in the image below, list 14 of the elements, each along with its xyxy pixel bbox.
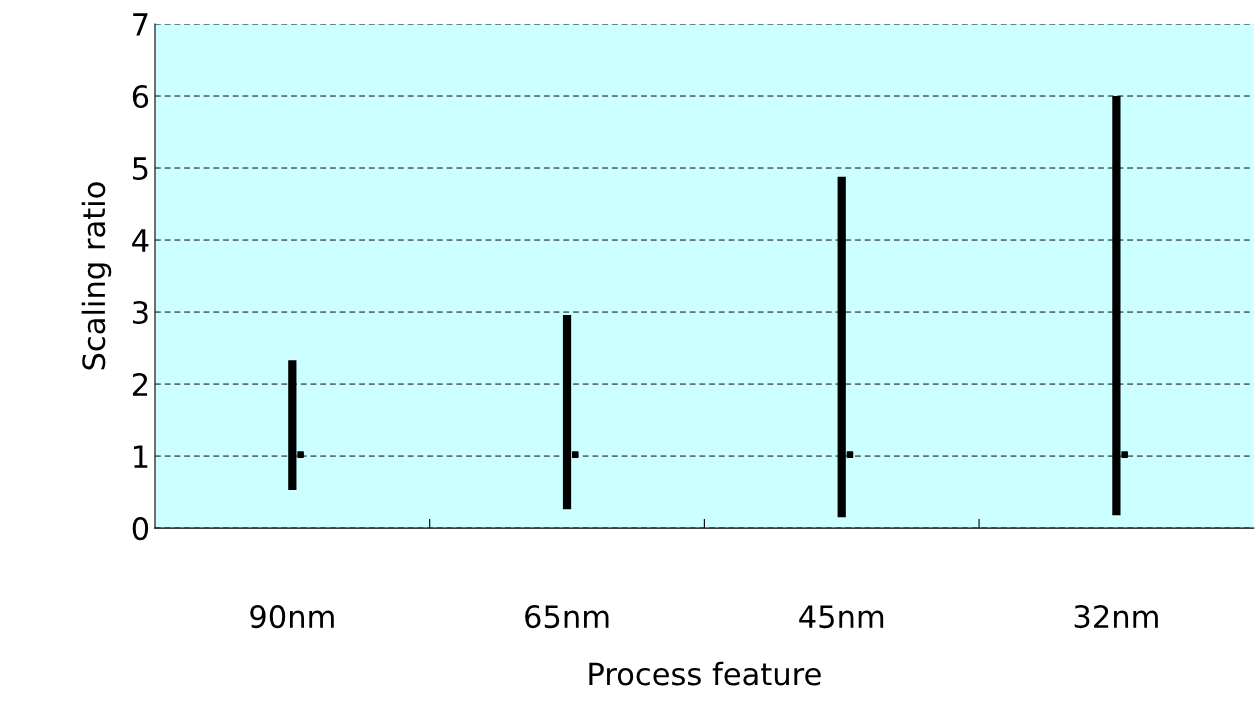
x-tick-label: 90nm xyxy=(250,605,334,629)
y-tick-label: 6 xyxy=(132,84,149,109)
y-tick-label: 2 xyxy=(132,372,148,396)
x-tick-label: 32nm xyxy=(1074,605,1158,629)
y-tick-label: 4 xyxy=(132,229,149,252)
y-tick-label: 7 xyxy=(133,13,148,36)
y-tick-label: 1 xyxy=(134,445,148,468)
y-tick-label: 0 xyxy=(132,517,149,541)
y-axis-title: Scaling ratio xyxy=(81,182,112,370)
x-tick-label: 65nm xyxy=(525,605,609,629)
y-tick-label: 3 xyxy=(133,300,148,325)
x-tick-label: 45nm xyxy=(799,605,884,629)
x-axis-title: Process feature xyxy=(589,661,821,686)
y-tick-label: 5 xyxy=(133,157,148,181)
